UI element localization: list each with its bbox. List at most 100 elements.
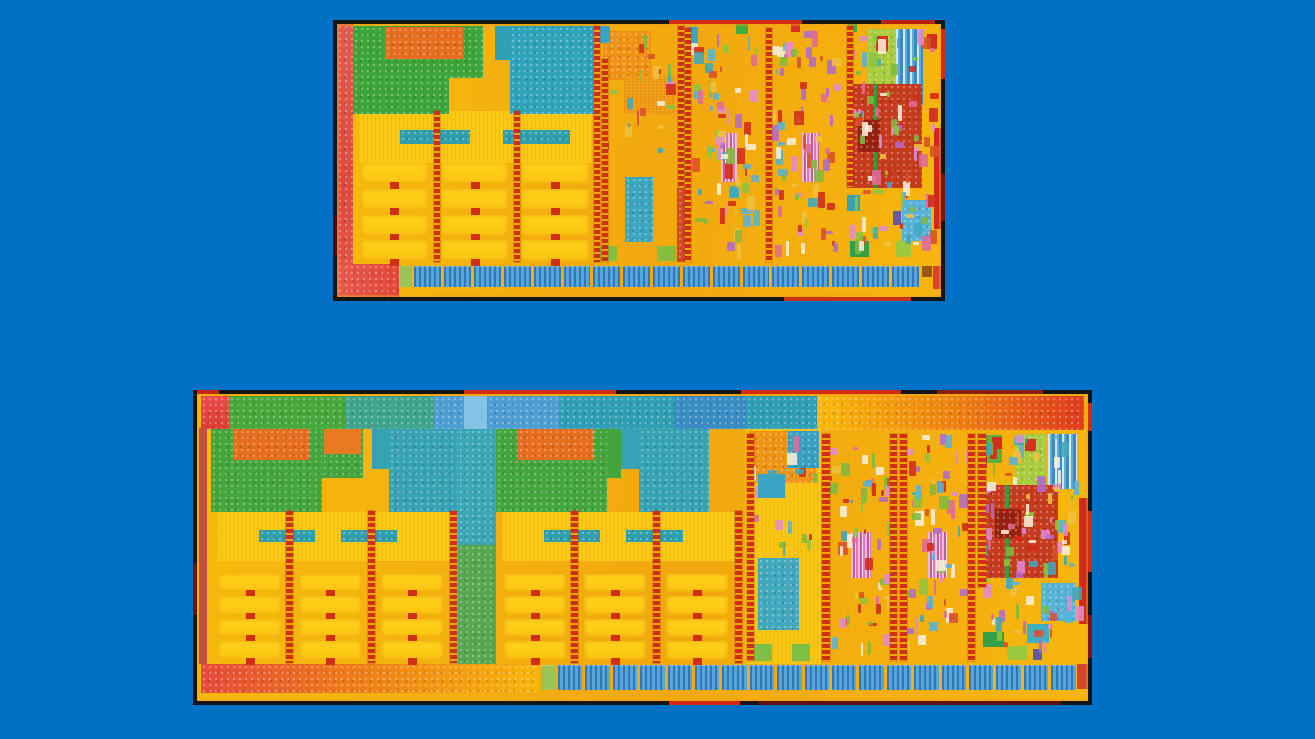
sa-red-chip xyxy=(991,436,1003,450)
logic-chip xyxy=(921,236,932,251)
logic-chip xyxy=(987,540,991,550)
logic-chip xyxy=(808,198,818,208)
logic-chip xyxy=(873,189,883,195)
logic-chip xyxy=(792,436,800,453)
logic-chip xyxy=(779,54,787,66)
logic-chip xyxy=(846,614,850,626)
io-pad xyxy=(749,665,775,691)
logic-chip xyxy=(777,46,786,57)
sa-right-red-strip xyxy=(933,127,941,229)
logic-chip xyxy=(929,145,939,158)
slice1-teal-a xyxy=(389,428,459,512)
logic-chip xyxy=(941,481,946,493)
logic-chip xyxy=(920,615,925,623)
eu-block xyxy=(665,573,729,598)
logic-chip xyxy=(1014,435,1024,443)
logic-chip xyxy=(945,563,952,569)
logic-chip xyxy=(1074,480,1080,496)
logic-chip xyxy=(668,70,672,83)
logic-chip xyxy=(855,232,864,241)
logic-chip xyxy=(887,168,893,178)
logic-chip xyxy=(827,152,835,164)
logic-chip xyxy=(1002,641,1008,647)
logic-chip xyxy=(786,41,795,58)
logic-chip xyxy=(790,49,797,58)
logic-chip xyxy=(913,144,923,151)
logic-chip xyxy=(860,498,864,513)
eu-block xyxy=(298,641,361,666)
logic-chip xyxy=(1007,523,1015,530)
logic-chip xyxy=(878,38,886,55)
logic-chip xyxy=(693,52,704,65)
logic-chip xyxy=(1050,517,1053,524)
logic-chip xyxy=(743,122,752,135)
eu-array xyxy=(583,573,647,666)
logic-chip xyxy=(912,513,922,521)
logic-chip xyxy=(725,163,733,179)
logic-chip xyxy=(849,224,856,239)
logic-chip xyxy=(909,101,917,107)
logic-chip xyxy=(811,31,819,47)
logic-chip xyxy=(950,564,956,579)
logic-chip xyxy=(792,156,798,172)
die-edge-mark xyxy=(783,297,911,301)
logic-chip xyxy=(610,90,619,94)
logic-chip xyxy=(927,542,934,551)
logic-chip xyxy=(944,599,947,607)
logic-chip xyxy=(929,622,938,632)
io-pad xyxy=(540,665,555,691)
pads-green-pad xyxy=(399,265,412,288)
logic-chip xyxy=(855,590,858,599)
logic-chip xyxy=(795,194,800,200)
slice1-upper-array xyxy=(216,512,453,562)
logic-chip xyxy=(1053,545,1058,560)
logic-chip xyxy=(915,619,919,635)
logic-chip xyxy=(716,106,727,113)
logic-chip xyxy=(725,148,735,164)
logic-chip xyxy=(1068,511,1076,525)
logic-chip xyxy=(726,109,729,125)
io-pad xyxy=(585,665,610,691)
logic-chip xyxy=(879,582,882,588)
logic-chip xyxy=(958,526,961,537)
logic-chip xyxy=(1069,562,1074,568)
logic-chip xyxy=(951,491,959,497)
logic-chip xyxy=(717,146,721,160)
sa-purple-chip xyxy=(892,211,902,225)
logic-chip xyxy=(1057,541,1063,553)
logic-chip xyxy=(921,217,928,224)
sa-purple-chip xyxy=(1032,648,1042,660)
logic-chip xyxy=(720,208,726,224)
logic-chip xyxy=(720,153,729,159)
logic-chip xyxy=(828,482,838,494)
logic-chip xyxy=(919,578,928,595)
logic-chip xyxy=(1026,503,1030,515)
logic-chip xyxy=(938,482,944,493)
die-edge-mark xyxy=(669,701,741,705)
logic-chip xyxy=(742,164,752,169)
logic-chip xyxy=(922,36,932,50)
red-dash-column xyxy=(434,111,441,262)
divider-green xyxy=(458,545,497,665)
logic-chip xyxy=(783,53,789,59)
sa-lime-chip xyxy=(896,241,912,258)
slice2-green-b xyxy=(606,428,622,478)
eu-block xyxy=(361,163,428,190)
logic-chip xyxy=(821,228,826,241)
io-pad xyxy=(473,265,501,288)
logic-chip xyxy=(946,499,956,514)
io-pad xyxy=(1023,665,1049,691)
logic-chip xyxy=(832,242,838,252)
logic-chip xyxy=(929,92,940,100)
top-red-chip xyxy=(791,24,801,33)
logic-chip xyxy=(656,68,661,75)
logic-chip xyxy=(927,444,931,454)
logic-chip xyxy=(788,521,793,534)
logic-chip xyxy=(850,500,853,504)
logic-chip xyxy=(1028,560,1039,568)
logic-chip xyxy=(992,461,996,476)
logic-chip xyxy=(709,81,716,93)
core1-confetti xyxy=(687,29,761,260)
band-green xyxy=(229,396,345,429)
band-blue xyxy=(674,396,747,429)
